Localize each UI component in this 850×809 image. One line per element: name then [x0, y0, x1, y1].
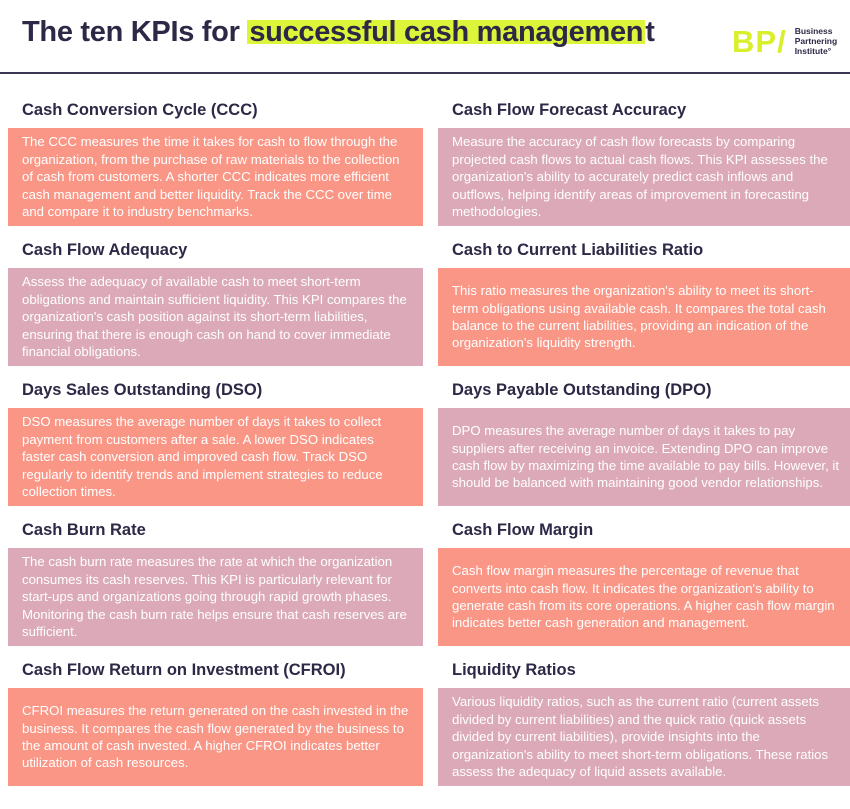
kpi-text: Cash flow margin measures the percentage… — [452, 563, 835, 631]
kpi-title: Cash Conversion Cycle (CCC) — [22, 101, 258, 119]
kpi-card: Cash Flow Margin Cash flow margin measur… — [438, 519, 850, 646]
kpi-text: Various liquidity ratios, such as the cu… — [452, 694, 829, 780]
kpi-text: Measure the accuracy of cash flow foreca… — [452, 134, 828, 220]
kpi-title: Days Payable Outstanding (DPO) — [452, 381, 712, 399]
kpi-title: Cash Flow Margin — [452, 521, 594, 539]
page-title: The ten KPIs for successful cash managem… — [22, 16, 655, 49]
kpi-title: Cash Flow Adequacy — [22, 241, 188, 259]
kpi-title: Cash Burn Rate — [22, 521, 146, 539]
kpi-title: Days Sales Outstanding (DSO) — [22, 381, 263, 399]
kpi-description: CFROI measures the return generated on t… — [8, 688, 423, 786]
page-header: The ten KPIs for successful cash managem… — [0, 0, 850, 74]
kpi-card: Days Sales Outstanding (DSO) DSO measure… — [8, 379, 430, 506]
kpi-description: The CCC measures the time it takes for c… — [8, 128, 423, 226]
kpi-description: Assess the adequacy of available cash to… — [8, 268, 423, 366]
logo-line: Institute° — [794, 46, 832, 56]
kpi-text: DSO measures the average number of days … — [22, 414, 383, 500]
kpi-card: Liquidity Ratios Various liquidity ratio… — [438, 659, 850, 786]
logo-line: Partnering — [794, 36, 838, 46]
kpi-description: DSO measures the average number of days … — [8, 408, 423, 506]
kpi-card: Cash Conversion Cycle (CCC) The CCC meas… — [8, 99, 430, 226]
kpi-card: Days Payable Outstanding (DPO) DPO measu… — [438, 379, 850, 506]
kpi-text: DPO measures the average number of days … — [452, 423, 839, 491]
kpi-text: This ratio measures the organization's a… — [452, 283, 826, 351]
kpi-title: Cash Flow Return on Investment (CFROI) — [22, 661, 346, 679]
kpi-title: Cash Flow Forecast Accuracy — [452, 101, 687, 119]
kpi-card: Cash Flow Adequacy Assess the adequacy o… — [8, 239, 430, 366]
kpi-description: Various liquidity ratios, such as the cu… — [438, 688, 850, 786]
kpi-text: Assess the adequacy of available cash to… — [22, 274, 407, 360]
kpi-card: Cash Burn Rate The cash burn rate measur… — [8, 519, 430, 646]
logo-wordmark: Business Partnering Institute° — [795, 26, 838, 56]
kpi-description: Measure the accuracy of cash flow foreca… — [438, 128, 850, 226]
kpi-text: CFROI measures the return generated on t… — [22, 703, 409, 771]
kpi-title: Cash to Current Liabilities Ratio — [452, 241, 704, 259]
bpi-logo: BP/ Business Partnering Institute° — [732, 24, 837, 58]
logo-mark: BP/ — [732, 23, 787, 59]
kpi-card: Cash Flow Return on Investment (CFROI) C… — [8, 659, 430, 786]
title-highlight: successful cash managemen — [247, 16, 646, 48]
title-suffix: t — [645, 16, 655, 48]
kpi-description: This ratio measures the organization's a… — [438, 268, 850, 366]
kpi-text: The cash burn rate measures the rate at … — [22, 554, 407, 640]
kpi-description: Cash flow margin measures the percentage… — [438, 548, 850, 646]
kpi-text: The CCC measures the time it takes for c… — [22, 134, 400, 220]
kpi-card: Cash Flow Forecast Accuracy Measure the … — [438, 99, 850, 226]
kpi-description: The cash burn rate measures the rate at … — [8, 548, 423, 646]
kpi-description: DPO measures the average number of days … — [438, 408, 850, 506]
logo-line: Business — [794, 26, 833, 36]
title-prefix: The ten KPIs for — [22, 16, 248, 48]
kpi-title: Liquidity Ratios — [452, 661, 576, 679]
kpi-card: Cash to Current Liabilities Ratio This r… — [438, 239, 850, 366]
